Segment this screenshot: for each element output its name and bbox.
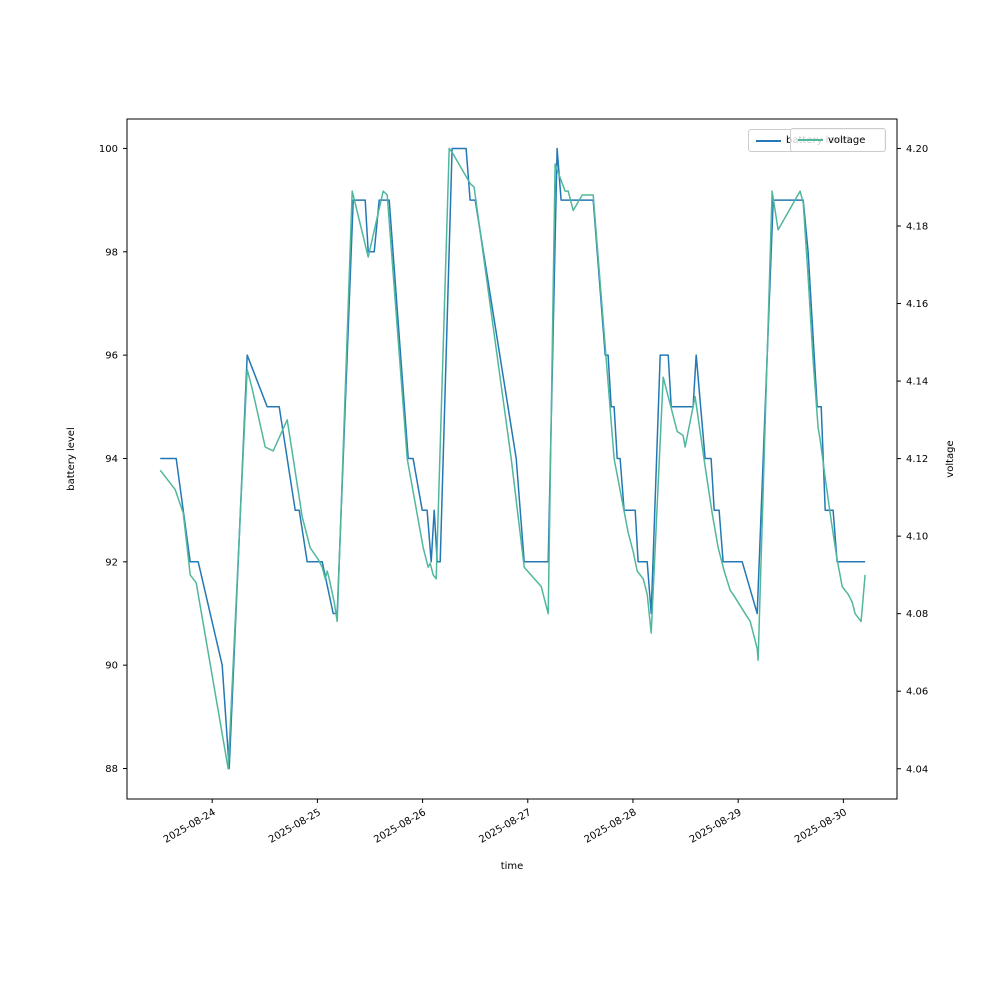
x-tick-label: 2025-08-24 xyxy=(162,807,218,846)
y-right-tick-label: 4.14 xyxy=(906,377,928,388)
y-left-tick-label: 98 xyxy=(105,247,118,258)
y-left-tick-label: 88 xyxy=(105,764,118,775)
battery-level-line xyxy=(160,147,866,770)
y-right-tick-label: 4.10 xyxy=(906,532,928,543)
y-left-tick-label: 100 xyxy=(99,144,118,155)
y-left-tick-label: 96 xyxy=(105,351,118,362)
y-right-tick-label: 4.04 xyxy=(906,764,928,775)
x-tick-label: 2025-08-30 xyxy=(793,807,849,846)
voltage-line-swatch xyxy=(798,139,823,141)
y-right-tick-label: 4.16 xyxy=(906,299,928,310)
battery-line-swatch xyxy=(756,139,781,142)
y-left-tick-label: 90 xyxy=(105,661,118,672)
x-tick-label: 2025-08-27 xyxy=(477,807,533,846)
y-right-tick-label: 4.18 xyxy=(906,222,928,233)
x-tick-label: 2025-08-26 xyxy=(372,807,428,846)
x-axis-label: time xyxy=(501,861,524,872)
y-left-axis-label: battery level xyxy=(66,427,77,490)
legend-voltage-label: voltage xyxy=(828,134,866,146)
y-right-tick-label: 4.20 xyxy=(906,144,928,155)
y-right-tick-label: 4.06 xyxy=(906,687,928,698)
y-left-tick-label: 94 xyxy=(105,454,118,465)
legend-voltage: voltage xyxy=(790,128,886,152)
y-right-axis-label: voltage xyxy=(945,440,956,477)
voltage-line xyxy=(159,147,866,770)
x-tick-label: 2025-08-25 xyxy=(267,807,323,846)
y-right-tick-label: 4.12 xyxy=(906,454,928,465)
y-left-tick-label: 92 xyxy=(105,557,118,568)
x-tick-label: 2025-08-28 xyxy=(583,807,639,846)
y-right-tick-label: 4.08 xyxy=(906,609,928,620)
x-tick-label: 2025-08-29 xyxy=(688,807,744,846)
